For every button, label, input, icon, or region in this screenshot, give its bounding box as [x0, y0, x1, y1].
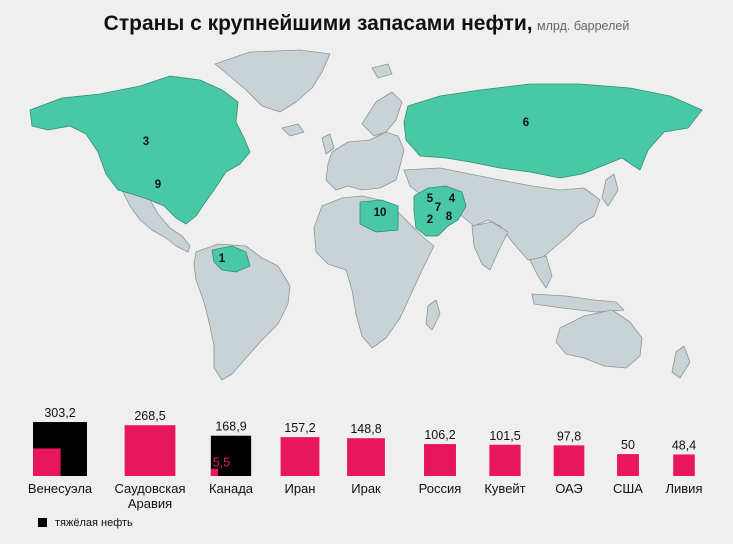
category-label-сша: США [613, 481, 643, 496]
category-label-россия: Россия [419, 481, 462, 496]
map-rank-5: 5 [427, 193, 434, 205]
category-label-саудовская-аравия-line2: Аравия [128, 496, 172, 511]
chart-title: Страны с крупнейшими запасами нефти, млр… [0, 12, 733, 36]
north-america-shape [29, 75, 251, 225]
scandinavia-shape [361, 91, 403, 137]
label-total-оаэ: 97,8 [557, 429, 581, 443]
map-rank-1: 1 [219, 253, 226, 265]
japan-shape [601, 173, 619, 207]
label-total-канада: 168,9 [215, 420, 246, 434]
title-text: Страны с крупнейшими запасами нефти, [103, 12, 533, 35]
legend-heavy-swatch [38, 518, 47, 527]
label-total-россия: 106,2 [424, 428, 455, 442]
europe-shape [325, 131, 405, 191]
india-shape [471, 221, 509, 271]
bar-total-оаэ [553, 445, 585, 476]
svalbard-shape [371, 63, 393, 79]
bar-total-иран [280, 437, 320, 476]
central-america-shape [121, 189, 191, 253]
bar-conventional-канада [210, 468, 219, 476]
legend: тяжёлая нефть [38, 517, 133, 529]
category-label-венесуэла: Венесуэла [28, 481, 93, 496]
venezuela-shape [211, 245, 251, 273]
new-zealand-shape [671, 345, 691, 379]
map-rank-3: 3 [143, 136, 149, 148]
madagascar-shape [425, 299, 441, 331]
label-total-саудовская-аравия: 268,5 [134, 409, 165, 423]
middle-east-shape [413, 185, 467, 237]
label-total-сша: 50 [621, 438, 635, 452]
category-label-саудовская-аравия-line1: Саудовская [114, 481, 185, 496]
bar-total-ирак [347, 438, 385, 476]
map-rank-6: 6 [523, 117, 529, 129]
label-total-ливия: 48,4 [672, 438, 696, 452]
south-america-shape [193, 243, 291, 380]
category-label-иран: Иран [285, 481, 316, 496]
russia-shape [403, 83, 703, 179]
label-conventional-венесуэла: 79,1 [35, 451, 59, 465]
map-rank-4: 4 [449, 193, 456, 205]
uk-shape [321, 133, 335, 155]
bar-total-кувейт [489, 444, 521, 476]
label-total-иран: 157,2 [284, 421, 315, 435]
bar-total-россия [424, 444, 456, 476]
map-rank-10: 10 [374, 207, 387, 219]
label-total-кувейт: 101,5 [489, 429, 520, 443]
label-total-ирак: 148,8 [350, 422, 381, 436]
units-text: млрд. баррелей [537, 19, 630, 33]
category-label-ливия: Ливия [665, 481, 702, 496]
category-label-канада: Канада [209, 481, 254, 496]
world-map: 1 2 3 4 5 6 7 8 9 10 [29, 49, 703, 380]
australia-shape [555, 309, 643, 369]
legend-heavy-label: тяжёлая нефть [55, 517, 133, 529]
libya-shape [359, 199, 399, 233]
se-asia-shape [529, 255, 553, 289]
category-label-ирак: Ирак [351, 481, 381, 496]
bar-total-саудовская-аравия [124, 425, 176, 476]
iceland-shape [281, 123, 305, 137]
bar-total-ливия [673, 454, 695, 476]
category-label-оаэ: ОАЭ [555, 481, 583, 496]
map-rank-7: 7 [435, 202, 441, 214]
bar-total-сша [617, 454, 639, 476]
greenland-shape [214, 49, 331, 113]
label-total-венесуэла: 303,2 [44, 406, 75, 420]
map-rank-2: 2 [427, 214, 433, 226]
bar-conventional-венесуэла [33, 448, 61, 476]
map-rank-8: 8 [446, 211, 453, 223]
label-conventional-канада: 5,5 [213, 456, 230, 470]
indonesia-shape [531, 293, 625, 313]
map-rank-9: 9 [155, 179, 161, 191]
category-label-кувейт: Кувейт [484, 481, 525, 496]
